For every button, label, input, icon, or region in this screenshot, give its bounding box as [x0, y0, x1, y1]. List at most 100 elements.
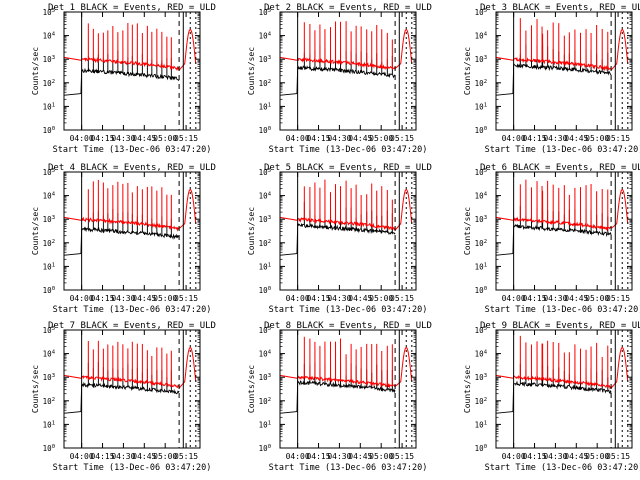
- y-tick-exponent: 2: [484, 397, 487, 403]
- y-tick-label: 105: [259, 168, 271, 177]
- y-tick-exponent: 0: [268, 126, 271, 132]
- y-tick-exponent: 3: [52, 55, 55, 61]
- y-tick-label: 105: [43, 8, 55, 17]
- y-tick-label: 100: [43, 444, 55, 453]
- x-tick-label: 05:00: [153, 134, 177, 143]
- y-tick-base: 10: [259, 79, 269, 88]
- detector-panel-4: Det 4 BLACK = Events, RED = ULD Counts/se…: [31, 163, 216, 315]
- y-tick-label: 104: [475, 32, 488, 41]
- y-tick-base: 10: [259, 420, 269, 429]
- y-tick-base: 10: [475, 420, 485, 429]
- events-series-line: [496, 43, 612, 96]
- y-tick-label: 102: [43, 79, 55, 88]
- y-tick-exponent: 0: [268, 286, 271, 292]
- y-tick-label: 103: [43, 373, 55, 382]
- uld-series-line: [279, 336, 413, 389]
- x-axis-label: Start Time (13-Dec-06 03:47:20): [53, 145, 212, 155]
- x-tick-label: 04:00: [70, 452, 94, 461]
- detector-panel-9: Det 9 BLACK = Events, RED = ULD Counts/se…: [463, 321, 640, 473]
- x-tick-label: 04:45: [564, 294, 588, 303]
- detector-panel-1: Det 1 BLACK = Events, RED = ULD Counts/se…: [31, 3, 216, 155]
- y-tick-exponent: 2: [484, 79, 487, 85]
- y-tick-exponent: 1: [52, 420, 55, 426]
- y-tick-exponent: 1: [52, 262, 55, 268]
- y-tick-exponent: 1: [484, 420, 487, 426]
- y-tick-exponent: 4: [268, 192, 272, 198]
- y-tick-base: 10: [259, 8, 269, 17]
- y-tick-base: 10: [259, 55, 269, 64]
- y-tick-label: 105: [43, 168, 55, 177]
- y-tick-base: 10: [259, 239, 269, 248]
- y-tick-label: 104: [259, 192, 272, 201]
- x-axis-label: Start Time (13-Dec-06 03:47:20): [53, 305, 212, 315]
- x-tick-label: 05:00: [153, 294, 177, 303]
- y-tick-exponent: 3: [484, 55, 487, 61]
- y-tick-exponent: 5: [484, 326, 487, 332]
- uld-series-line: [63, 22, 197, 72]
- y-axis-label: Counts/sec: [247, 365, 256, 413]
- plot-frame: [63, 171, 201, 291]
- y-tick-label: 101: [475, 262, 487, 271]
- y-tick-base: 10: [475, 55, 485, 64]
- y-tick-base: 10: [43, 102, 53, 111]
- panel-title: Det 1 BLACK = Events, RED = ULD: [48, 3, 216, 13]
- detector-panel-2: Det 2 BLACK = Events, RED = ULD Counts/se…: [247, 3, 432, 155]
- y-tick-exponent: 0: [484, 126, 487, 132]
- x-tick-label: 04:30: [111, 452, 135, 461]
- y-axis-label: Counts/sec: [463, 365, 472, 413]
- panel-title: Det 9 BLACK = Events, RED = ULD: [480, 321, 640, 331]
- y-tick-label: 102: [475, 239, 487, 248]
- y-tick-base: 10: [475, 444, 485, 453]
- y-tick-label: 102: [475, 397, 487, 406]
- y-axis-label: Counts/sec: [247, 47, 256, 95]
- y-tick-exponent: 1: [484, 102, 487, 108]
- y-tick-base: 10: [475, 286, 485, 295]
- y-tick-exponent: 3: [268, 55, 271, 61]
- y-tick-base: 10: [43, 79, 53, 88]
- plot-frame: [495, 171, 633, 291]
- uld-series-line: [279, 179, 413, 231]
- x-tick-label: 04:15: [522, 452, 546, 461]
- y-tick-base: 10: [43, 215, 53, 224]
- y-tick-label: 102: [43, 397, 55, 406]
- y-tick-exponent: 2: [52, 239, 55, 245]
- y-tick-exponent: 0: [484, 444, 487, 450]
- x-tick-label: 04:15: [306, 134, 330, 143]
- y-tick-exponent: 0: [52, 444, 55, 450]
- y-tick-base: 10: [43, 168, 53, 177]
- y-tick-base: 10: [475, 126, 485, 135]
- y-tick-label: 101: [259, 262, 271, 271]
- y-axis-label: Counts/sec: [31, 47, 40, 95]
- y-tick-exponent: 4: [484, 192, 488, 198]
- plot-frame: [495, 11, 633, 131]
- plot-frame: [279, 11, 417, 131]
- y-tick-label: 101: [475, 420, 487, 429]
- y-tick-label: 104: [475, 350, 488, 359]
- uld-series-line: [279, 21, 413, 71]
- x-tick-label: 05:00: [369, 452, 393, 461]
- y-tick-exponent: 2: [52, 397, 55, 403]
- x-tick-label: 04:00: [70, 294, 94, 303]
- y-axis-label: Counts/sec: [247, 207, 256, 255]
- x-tick-label: 05:15: [174, 134, 198, 143]
- y-tick-label: 105: [43, 326, 55, 335]
- y-tick-label: 100: [475, 126, 487, 135]
- y-tick-label: 100: [475, 444, 487, 453]
- y-tick-exponent: 5: [268, 326, 271, 332]
- y-tick-label: 104: [259, 350, 272, 359]
- y-tick-base: 10: [43, 8, 53, 17]
- y-tick-exponent: 3: [484, 215, 487, 221]
- y-tick-exponent: 2: [268, 79, 271, 85]
- y-tick-base: 10: [475, 79, 485, 88]
- uld-series-line: [495, 335, 629, 390]
- y-tick-exponent: 4: [484, 32, 488, 38]
- y-tick-label: 103: [43, 55, 55, 64]
- y-tick-base: 10: [259, 126, 269, 135]
- y-tick-exponent: 2: [52, 79, 55, 85]
- y-tick-label: 105: [475, 8, 487, 17]
- y-tick-base: 10: [43, 350, 53, 359]
- y-tick-label: 101: [43, 420, 55, 429]
- y-tick-exponent: 1: [484, 262, 487, 268]
